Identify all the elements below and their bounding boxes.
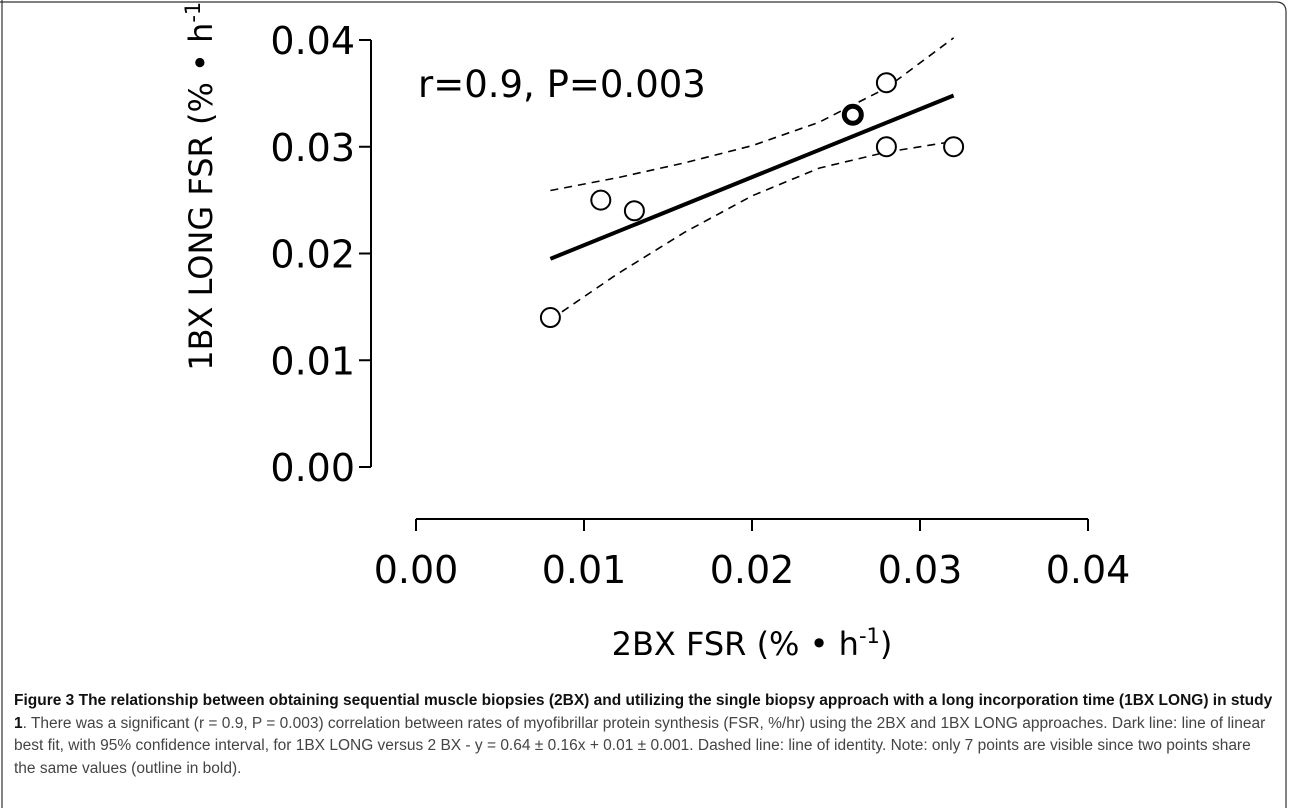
caption-lead: Figure 3 The relationship between obtain… — [14, 692, 1273, 732]
y-tick-label: 0.03 — [270, 126, 355, 170]
x-tick-label: 0.04 — [1046, 548, 1131, 592]
data-point — [875, 72, 897, 94]
x-axis-title: 2BX FSR (% • h-1) — [612, 624, 893, 663]
scatter-chart: 0.000.010.020.030.04 0.00 0.01 0.02 0.03 0.0… — [181, 0, 1131, 663]
x-tick-label: 0.02 — [710, 548, 795, 592]
ci-upper-line — [550, 37, 955, 192]
data-point — [623, 200, 645, 222]
data-point — [875, 136, 897, 158]
x-tick-label: 0.03 — [878, 548, 963, 592]
y-axis-title-sup: -1 — [181, 2, 205, 23]
y-tick-label: 0.01 — [270, 339, 355, 383]
x-axis-title-sup: -1 — [859, 624, 880, 648]
data-points — [539, 72, 965, 329]
caption-body: . There was a significant (r = 0.9, P = … — [14, 714, 1266, 777]
y-tick-label: 0.00 — [270, 446, 355, 490]
y-axis-title: 1BX LONG FSR (% • h-1) — [181, 0, 220, 371]
data-point-bold — [841, 103, 864, 126]
x-axis-title-main: 2BX FSR (% • h — [612, 625, 859, 663]
data-point — [590, 189, 612, 211]
y-tick-label: 0.02 — [270, 233, 355, 277]
figure-caption: Figure 3 The relationship between obtain… — [14, 690, 1276, 780]
correlation-annotation: r=0.9, P=0.003 — [418, 63, 706, 106]
x-tick-label: 0.00 — [374, 548, 459, 592]
x-tick-label: 0.01 — [542, 548, 627, 592]
y-axis-title-close: ) — [182, 0, 220, 2]
data-point — [539, 307, 561, 329]
y-axis-title-main: 1BX LONG FSR (% • h — [182, 23, 220, 371]
data-point — [943, 136, 965, 158]
x-axis-title-close: ) — [880, 625, 892, 663]
x-axis: 0.00 0.01 0.02 0.03 0.04 — [374, 518, 1131, 592]
y-tick-label: 0.04 — [270, 19, 355, 63]
y-axis: 0.00 0.01 0.02 0.03 0.04 — [270, 19, 372, 490]
ci-lower-line — [549, 140, 954, 321]
fit-line — [549, 93, 955, 261]
